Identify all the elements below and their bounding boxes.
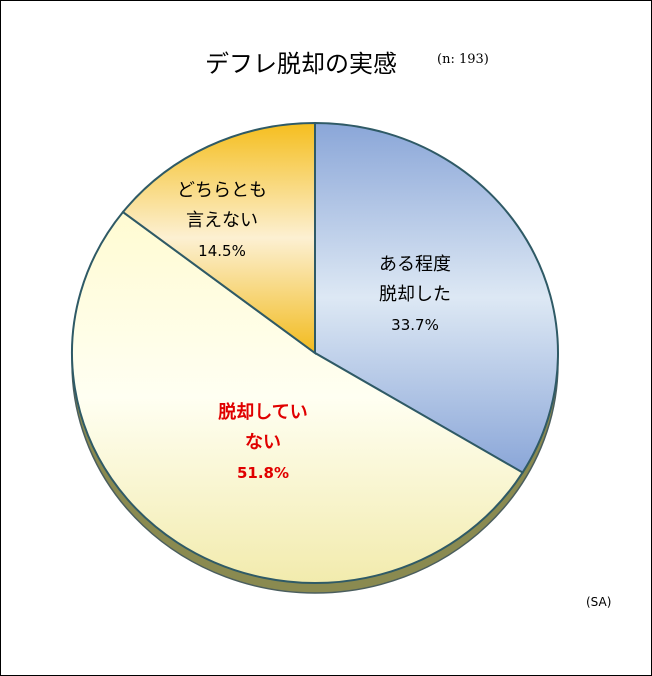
slice-label-percent-1: 33.7% [391,316,439,334]
chart-note: (SA) [586,595,612,609]
slice-label-line1-3: どちらとも [177,180,267,201]
slice-label-line1-2: 脱却してい [218,401,307,423]
slice-label-percent-2: 51.8% [237,464,289,482]
pie-slice-3 [121,121,316,355]
slice-label-line2-3: 言えない [186,210,258,231]
slice-label-line2-2: ない [245,432,281,453]
chart-subtitle: (n: 193) [437,52,489,67]
pie-slice-2 [71,210,524,584]
slice-label-line1-1: ある程度 [379,254,451,275]
chart-title: デフレ脱却の実感 [205,50,397,78]
slice-label-percent-3: 14.5% [198,242,246,260]
slice-label-line2-1: 脱却した [379,284,451,305]
pie-slice-1 [314,121,559,474]
